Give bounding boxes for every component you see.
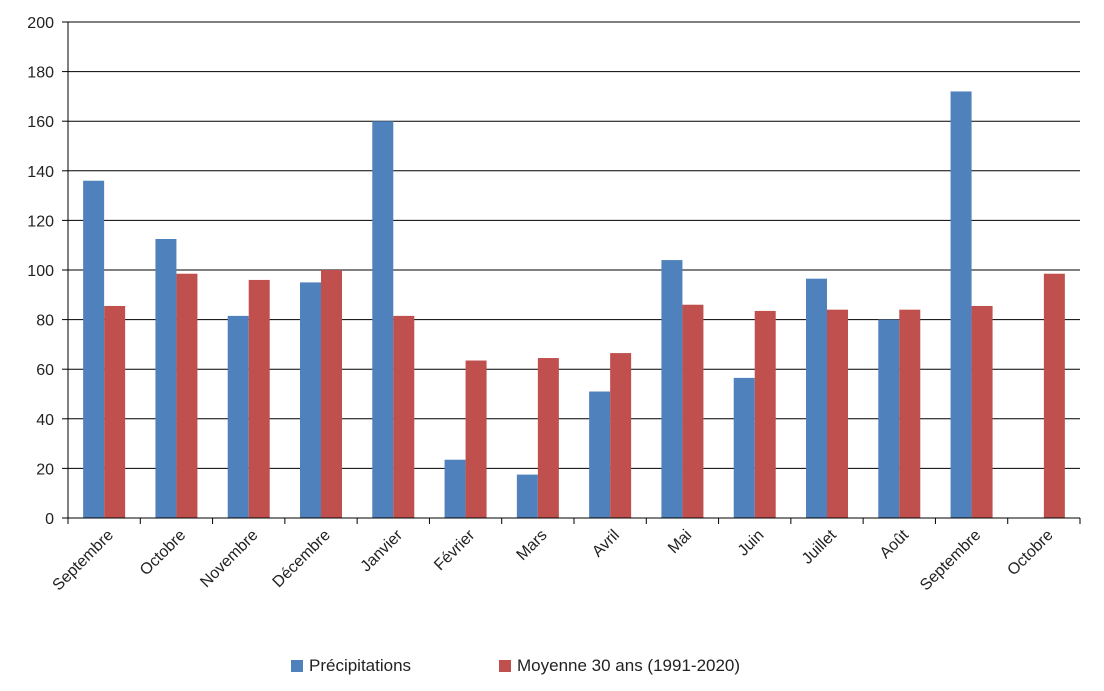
bar-moyenne bbox=[537, 358, 559, 518]
bar-moyenne bbox=[610, 353, 632, 518]
x-tick-label: Janvier bbox=[358, 526, 407, 575]
bar-precipitations bbox=[155, 239, 177, 518]
legend-swatch-series-2 bbox=[499, 660, 511, 672]
bar-moyenne bbox=[248, 279, 270, 518]
bar-precipitations bbox=[806, 278, 827, 518]
bar-precipitations bbox=[372, 121, 394, 518]
axes bbox=[67, 22, 1081, 524]
y-tick-label: 140 bbox=[27, 164, 54, 181]
y-tick-label: 0 bbox=[45, 511, 54, 528]
bar-moyenne bbox=[176, 273, 198, 518]
bar-moyenne bbox=[321, 270, 342, 518]
bar-precipitations bbox=[300, 282, 321, 518]
y-tick-label: 120 bbox=[27, 213, 54, 230]
x-tick-label: Octobre bbox=[1004, 527, 1056, 579]
bar-precipitations bbox=[878, 319, 900, 518]
y-tick-label: 60 bbox=[36, 362, 54, 379]
bar-moyenne bbox=[827, 309, 848, 518]
bar-moyenne bbox=[971, 305, 993, 518]
bar-precipitations bbox=[516, 474, 538, 518]
x-tick-label: Octobre bbox=[137, 527, 189, 579]
legend-swatch-series-1 bbox=[291, 660, 303, 672]
bar-moyenne bbox=[754, 310, 776, 518]
bar-precipitations bbox=[83, 180, 105, 518]
gridlines bbox=[62, 21, 1080, 519]
bar-moyenne bbox=[465, 360, 487, 518]
precipitation-chart: 0 20 40 60 80 100 120 140 160 180 200 Septembre Oct… bbox=[27, 15, 1081, 594]
y-tick-label: 160 bbox=[27, 114, 54, 131]
legend-item-series-1: Précipitations bbox=[291, 656, 411, 676]
bar-moyenne bbox=[682, 304, 704, 518]
x-tick-label: Juin bbox=[735, 527, 768, 560]
y-tick-label: 180 bbox=[27, 65, 54, 82]
bar-moyenne bbox=[104, 305, 126, 518]
bar-precipitations bbox=[661, 260, 683, 518]
legend-label-series-2: Moyenne 30 ans (1991-2020) bbox=[517, 656, 741, 675]
bar-moyenne bbox=[393, 315, 415, 518]
legend: Précipitations Moyenne 30 ans (1991-2020… bbox=[0, 656, 1104, 686]
x-tick-label: Avril bbox=[589, 527, 623, 561]
y-tick-label: 20 bbox=[36, 461, 54, 478]
x-tick-label: Juillet bbox=[799, 526, 840, 567]
bar-precipitations bbox=[227, 315, 249, 518]
x-tick-label: Novembre bbox=[197, 527, 261, 591]
x-tick-label: Mai bbox=[665, 527, 695, 557]
x-tick-labels: Septembre Octobre Novembre Décembre Janvier F… bbox=[50, 526, 1057, 594]
x-tick-label: Août bbox=[877, 526, 913, 562]
legend-item-series-2: Moyenne 30 ans (1991-2020) bbox=[499, 656, 740, 676]
y-tick-label: 100 bbox=[27, 263, 54, 280]
legend-label-series-1: Précipitations bbox=[309, 656, 412, 675]
y-tick-label: 40 bbox=[36, 412, 54, 429]
x-tick-label: Septembre bbox=[50, 527, 117, 594]
bar-precipitations bbox=[444, 459, 466, 518]
x-tick-label: Septembre bbox=[917, 527, 984, 594]
y-tick-label: 200 bbox=[27, 15, 54, 32]
x-tick-label: Décembre bbox=[270, 527, 334, 591]
y-tick-labels: 0 20 40 60 80 100 120 140 160 180 200 bbox=[27, 15, 54, 528]
bar-moyenne bbox=[899, 309, 921, 518]
x-tick-label: Mars bbox=[514, 527, 551, 564]
bar-precipitations bbox=[589, 391, 611, 518]
bar-precipitations bbox=[733, 377, 755, 518]
bar-precipitations bbox=[950, 91, 972, 518]
x-tick-label: Février bbox=[431, 526, 479, 574]
y-tick-label: 80 bbox=[36, 313, 54, 330]
bar-moyenne bbox=[1043, 273, 1065, 518]
bars bbox=[83, 91, 1065, 518]
